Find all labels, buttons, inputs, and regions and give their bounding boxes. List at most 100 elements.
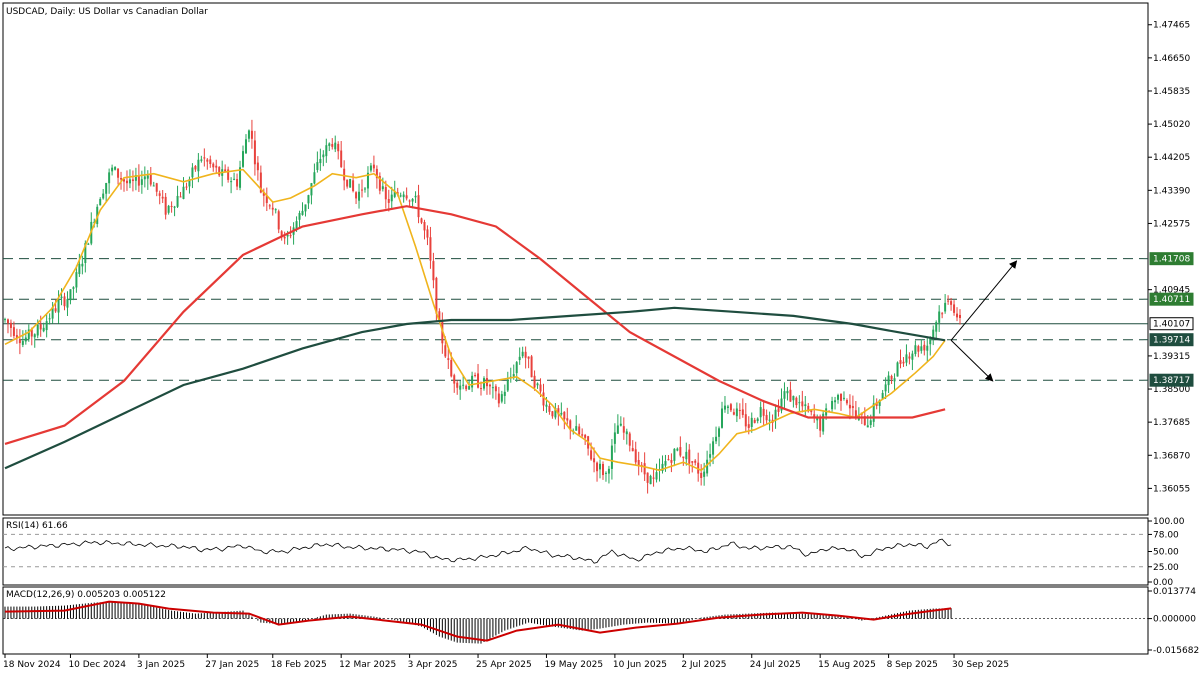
bull-candle bbox=[834, 400, 837, 403]
bear-candle bbox=[732, 412, 735, 415]
macd-pane[interactable]: 0.013774 0.000000 -0.015682 bbox=[2, 586, 1199, 656]
bear-candle bbox=[123, 179, 126, 182]
price-tick-label: 1.36870 bbox=[1153, 451, 1190, 461]
bear-candle bbox=[253, 140, 256, 165]
bear-candle bbox=[839, 393, 842, 401]
bull-candle bbox=[247, 130, 250, 139]
bear-candle bbox=[203, 157, 206, 159]
price-tick-label: 1.47465 bbox=[1153, 21, 1190, 31]
bear-candle bbox=[340, 150, 343, 167]
bear-candle bbox=[212, 163, 215, 168]
time-tick-label: 18 Nov 2024 bbox=[3, 660, 61, 670]
rsi-tick-label: 100.00 bbox=[1153, 517, 1185, 527]
bear-candle bbox=[863, 416, 866, 426]
bull-candle bbox=[45, 321, 48, 331]
bull-candle bbox=[325, 145, 328, 157]
bear-candle bbox=[432, 261, 435, 281]
bull-candle bbox=[837, 394, 840, 400]
sma100-line bbox=[4, 205, 946, 445]
bear-candle bbox=[372, 164, 375, 169]
price-tick-label: 1.42575 bbox=[1153, 219, 1190, 229]
bull-candle bbox=[48, 318, 51, 320]
bull-candle bbox=[792, 395, 795, 401]
time-tick-label: 10 Jun 2025 bbox=[613, 660, 667, 670]
bear-candle bbox=[524, 351, 527, 358]
bear-candle bbox=[331, 144, 334, 147]
bear-candle bbox=[435, 277, 438, 314]
bull-candle bbox=[393, 192, 396, 197]
bull-candle bbox=[869, 420, 872, 425]
bull-candle bbox=[893, 378, 896, 382]
bear-candle bbox=[450, 360, 453, 377]
bear-candle bbox=[890, 375, 893, 379]
bear-candle bbox=[256, 162, 259, 171]
bull-candle bbox=[599, 463, 602, 470]
time-tick-label: 3 Apr 2025 bbox=[408, 660, 458, 670]
bear-candle bbox=[527, 356, 530, 359]
bear-candle bbox=[125, 180, 128, 184]
bull-candle bbox=[102, 193, 105, 199]
bear-candle bbox=[346, 179, 349, 187]
bull-candle bbox=[804, 404, 807, 407]
bull-candle bbox=[99, 199, 102, 206]
price-tick-label: 1.45020 bbox=[1153, 120, 1190, 130]
bear-candle bbox=[137, 175, 140, 186]
bear-candle bbox=[777, 408, 780, 412]
bear-candle bbox=[646, 472, 649, 483]
bear-candle bbox=[762, 408, 765, 416]
bull-candle bbox=[87, 243, 90, 245]
price-tick-label: 1.37685 bbox=[1153, 418, 1190, 428]
bull-candle bbox=[685, 451, 688, 460]
bull-candle bbox=[822, 413, 825, 432]
bear-candle bbox=[941, 313, 944, 315]
bull-candle bbox=[42, 327, 45, 332]
bull-candle bbox=[518, 356, 521, 361]
bear-candle bbox=[548, 405, 551, 412]
rsi-pane[interactable]: 100.00 78.00 50.00 25.00 0.00 bbox=[2, 517, 1185, 588]
bear-candle bbox=[224, 169, 227, 172]
bear-candle bbox=[807, 405, 810, 412]
bear-candle bbox=[268, 205, 271, 207]
bull-candle bbox=[560, 412, 563, 415]
projection-arrow[interactable] bbox=[950, 339, 994, 382]
price-tick-label: 1.36055 bbox=[1153, 484, 1190, 494]
bear-candle bbox=[845, 400, 848, 404]
bull-candle bbox=[735, 408, 738, 417]
bull-candle bbox=[84, 243, 87, 263]
bull-candle bbox=[625, 431, 628, 435]
bear-candle bbox=[917, 346, 920, 352]
macd-tick-label: -0.015682 bbox=[1153, 646, 1199, 656]
bear-candle bbox=[361, 189, 364, 191]
bear-candle bbox=[652, 477, 655, 479]
bull-candle bbox=[881, 392, 884, 399]
bull-candle bbox=[21, 341, 24, 345]
price-tick-label: 1.40945 bbox=[1153, 286, 1190, 296]
bull-candle bbox=[105, 182, 108, 194]
bear-candle bbox=[959, 314, 961, 318]
bear-candle bbox=[628, 433, 631, 446]
bear-candle bbox=[423, 221, 426, 231]
bear-candle bbox=[405, 195, 408, 199]
price-pane[interactable]: 1.47465 1.46650 1.45835 1.45020 1.44205 1.433… bbox=[2, 2, 1194, 516]
bull-candle bbox=[935, 322, 938, 332]
bull-candle bbox=[57, 300, 60, 313]
bull-candle bbox=[24, 337, 27, 342]
bull-candle bbox=[390, 194, 393, 202]
bear-candle bbox=[54, 308, 57, 312]
bear-candle bbox=[429, 237, 432, 261]
projection-arrow[interactable] bbox=[950, 260, 1018, 341]
bull-candle bbox=[274, 209, 277, 211]
bear-candle bbox=[408, 200, 411, 202]
bull-candle bbox=[750, 417, 753, 427]
bull-candle bbox=[114, 167, 117, 170]
bear-candle bbox=[215, 165, 218, 168]
time-tick-label: 25 Apr 2025 bbox=[476, 660, 532, 670]
bear-candle bbox=[158, 193, 161, 196]
bull-candle bbox=[60, 296, 63, 298]
bear-candle bbox=[39, 324, 42, 330]
bull-candle bbox=[649, 475, 652, 485]
bear-candle bbox=[670, 460, 673, 463]
bull-candle bbox=[926, 345, 929, 351]
price-tag bbox=[1149, 317, 1194, 331]
bull-candle bbox=[173, 206, 176, 208]
